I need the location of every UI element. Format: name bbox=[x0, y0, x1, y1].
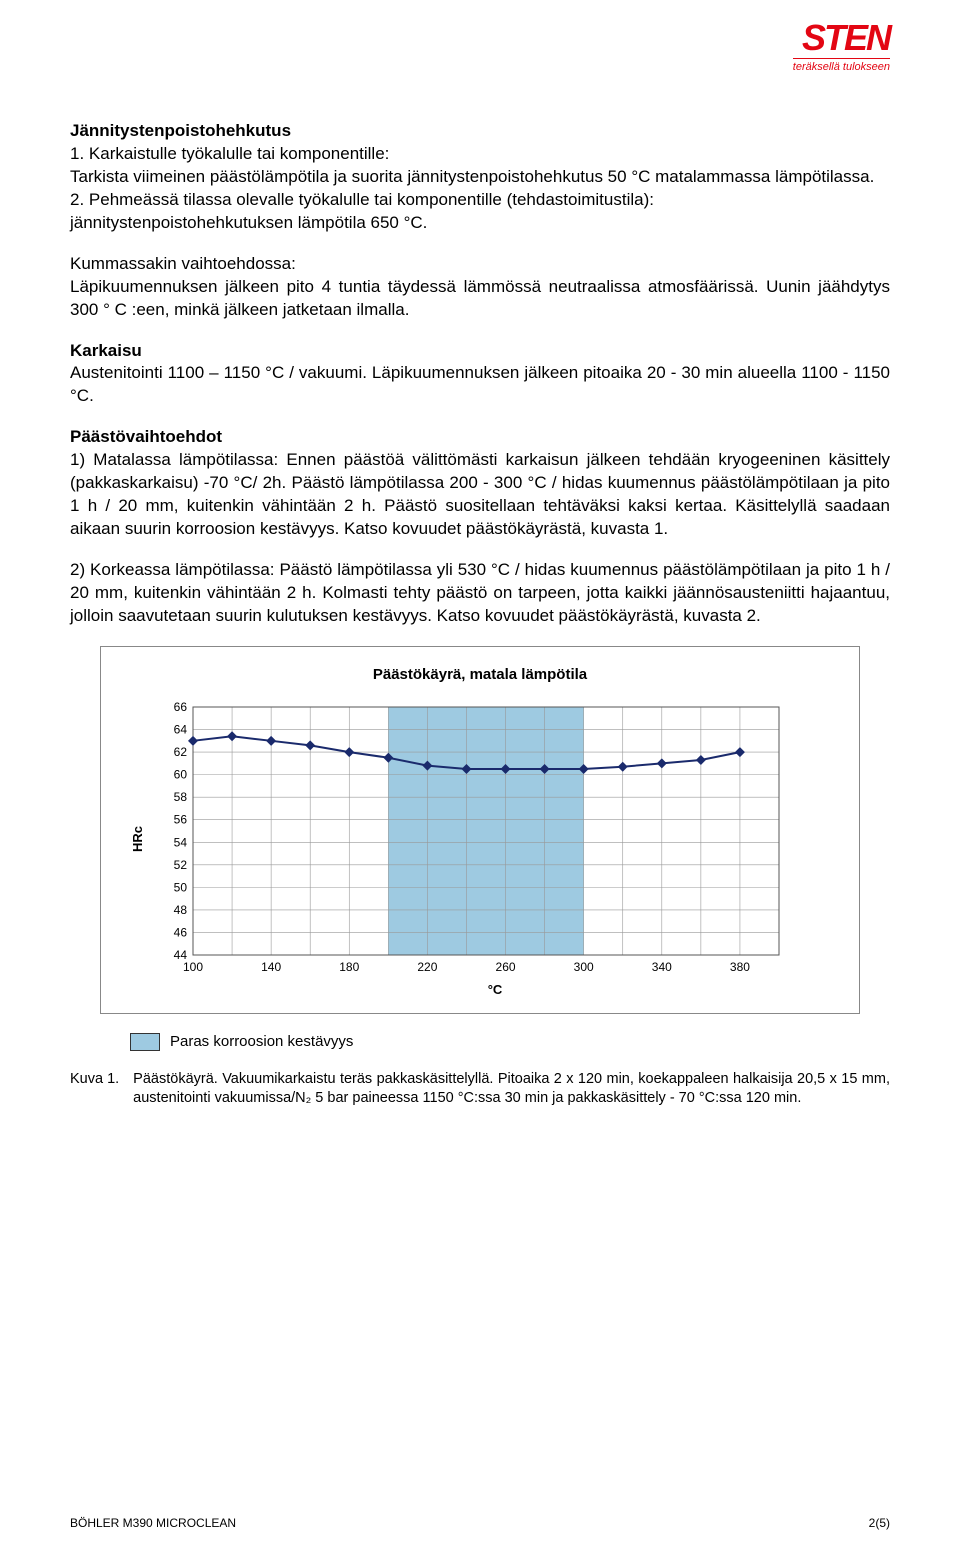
karkaisu-text: Austenitointi 1100 – 1150 °C / vakuumi. … bbox=[70, 362, 890, 408]
caption-label: Kuva 1. bbox=[70, 1070, 119, 1109]
legend-row: Paras korroosion kestävyys bbox=[130, 1032, 890, 1052]
logo-sub: teräksellä tulokseen bbox=[793, 58, 890, 73]
chart-y-label: HRc bbox=[129, 826, 147, 852]
jp2-b: jännitystenpoistohehkutuksen lämpötila 6… bbox=[70, 212, 890, 235]
heading-paasto: Päästövaihtoehdot bbox=[70, 427, 222, 446]
svg-text:66: 66 bbox=[173, 700, 187, 714]
svg-text:56: 56 bbox=[173, 813, 187, 827]
page-footer: BÖHLER M390 MICROCLEAN 2(5) bbox=[70, 1516, 890, 1530]
jp2-a: 2. Pehmeässä tilassa olevalle työkalulle… bbox=[70, 189, 890, 212]
legend-swatch bbox=[130, 1033, 160, 1051]
chart-x-label: °C bbox=[159, 981, 831, 999]
logo-main: STEN bbox=[793, 20, 890, 56]
jp3-a: Kummassakin vaihtoehdossa: bbox=[70, 253, 890, 276]
jp1-b: Tarkista viimeinen päästölämpötila ja su… bbox=[70, 166, 890, 189]
svg-text:50: 50 bbox=[173, 880, 187, 894]
svg-text:260: 260 bbox=[495, 960, 515, 974]
svg-text:220: 220 bbox=[417, 960, 437, 974]
svg-text:140: 140 bbox=[261, 960, 281, 974]
svg-text:46: 46 bbox=[173, 926, 187, 940]
caption-text: Päästökäyrä. Vakuumikarkaistu teräs pakk… bbox=[133, 1070, 890, 1109]
svg-text:60: 60 bbox=[173, 768, 187, 782]
svg-text:180: 180 bbox=[339, 960, 359, 974]
chart-title: Päästökäyrä, matala lämpötila bbox=[129, 665, 831, 685]
heading-karkaisu: Karkaisu bbox=[70, 341, 142, 360]
svg-text:48: 48 bbox=[173, 903, 187, 917]
svg-text:52: 52 bbox=[173, 858, 187, 872]
jp1-a: 1. Karkaistulle työkalulle tai komponent… bbox=[70, 143, 890, 166]
paasto-2: 2) Korkeassa lämpötilassa: Päästö lämpöt… bbox=[70, 559, 890, 628]
svg-text:340: 340 bbox=[651, 960, 671, 974]
footer-right: 2(5) bbox=[869, 1516, 890, 1530]
svg-text:380: 380 bbox=[729, 960, 749, 974]
svg-text:58: 58 bbox=[173, 790, 187, 804]
svg-text:54: 54 bbox=[173, 835, 187, 849]
svg-text:64: 64 bbox=[173, 723, 187, 737]
figure-caption: Kuva 1. Päästökäyrä. Vakuumikarkaistu te… bbox=[70, 1070, 890, 1109]
chart-panel: Päästökäyrä, matala lämpötila HRc 444648… bbox=[100, 646, 860, 1014]
heading-jannitys: Jännitystenpoistohehkutus bbox=[70, 121, 291, 140]
svg-text:100: 100 bbox=[183, 960, 203, 974]
paasto-1: 1) Matalassa lämpötilassa: Ennen päästöä… bbox=[70, 449, 890, 541]
footer-left: BÖHLER M390 MICROCLEAN bbox=[70, 1516, 236, 1530]
chart-svg: 4446485052545658606264661001401802202603… bbox=[153, 699, 793, 979]
chart-container: HRc 444648505254565860626466100140180220… bbox=[129, 699, 831, 979]
jp3-b: Läpikuumennuksen jälkeen pito 4 tuntia t… bbox=[70, 276, 890, 322]
page: STEN teräksellä tulokseen Jännitystenpoi… bbox=[0, 0, 960, 1550]
legend-label: Paras korroosion kestävyys bbox=[170, 1032, 353, 1052]
svg-text:300: 300 bbox=[573, 960, 593, 974]
logo-block: STEN teräksellä tulokseen bbox=[793, 20, 890, 73]
svg-text:62: 62 bbox=[173, 745, 187, 759]
content: Jännitystenpoistohehkutus 1. Karkaistull… bbox=[70, 120, 890, 1109]
